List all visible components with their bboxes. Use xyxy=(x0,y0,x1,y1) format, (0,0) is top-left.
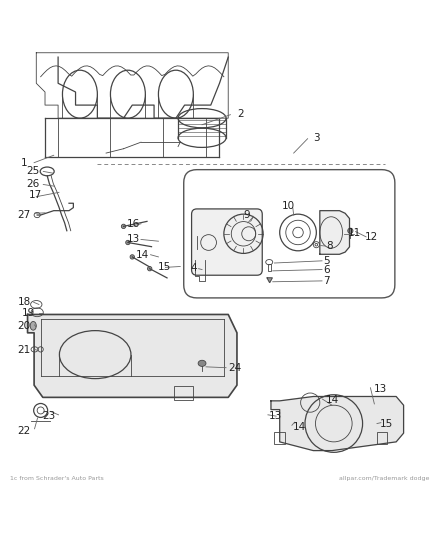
Text: 13: 13 xyxy=(127,235,140,245)
Text: allpar.com/Trademark dodge: allpar.com/Trademark dodge xyxy=(338,476,428,481)
Text: 23: 23 xyxy=(42,411,55,421)
Ellipse shape xyxy=(30,321,36,330)
Polygon shape xyxy=(270,397,403,450)
Text: 12: 12 xyxy=(364,232,377,242)
Text: 27: 27 xyxy=(18,210,31,220)
FancyBboxPatch shape xyxy=(191,209,261,275)
Text: 21: 21 xyxy=(18,345,31,356)
Ellipse shape xyxy=(130,255,134,259)
Text: 8: 8 xyxy=(326,241,332,251)
Text: 10: 10 xyxy=(281,201,294,211)
Text: 25: 25 xyxy=(27,166,40,176)
Polygon shape xyxy=(319,211,349,254)
Bar xyxy=(173,386,193,400)
Text: 4: 4 xyxy=(191,263,197,273)
Text: 13: 13 xyxy=(268,411,281,421)
Text: 1c from Schrader's Auto Parts: 1c from Schrader's Auto Parts xyxy=(10,476,104,481)
Text: 18: 18 xyxy=(18,297,31,307)
Text: 14: 14 xyxy=(325,394,338,405)
Text: 26: 26 xyxy=(27,180,40,190)
Bar xyxy=(267,264,270,271)
Text: 7: 7 xyxy=(323,276,329,286)
Polygon shape xyxy=(28,314,237,398)
Text: 14: 14 xyxy=(292,422,305,432)
Text: 24: 24 xyxy=(228,362,241,373)
Text: 3: 3 xyxy=(312,133,319,143)
Text: 22: 22 xyxy=(18,426,31,436)
Ellipse shape xyxy=(125,240,130,245)
Ellipse shape xyxy=(198,360,205,366)
Text: 16: 16 xyxy=(127,219,140,229)
Ellipse shape xyxy=(121,224,125,229)
Text: 15: 15 xyxy=(378,419,392,430)
Text: 19: 19 xyxy=(22,308,35,318)
Ellipse shape xyxy=(347,228,352,233)
Text: 11: 11 xyxy=(347,228,360,238)
Text: 5: 5 xyxy=(323,256,329,266)
Text: 20: 20 xyxy=(18,321,31,332)
Text: 17: 17 xyxy=(28,190,42,200)
Text: 2: 2 xyxy=(237,109,243,119)
Bar xyxy=(376,432,386,445)
Bar xyxy=(274,432,284,445)
Text: 9: 9 xyxy=(243,210,250,220)
Text: 15: 15 xyxy=(157,262,170,272)
Text: 1: 1 xyxy=(21,158,27,168)
Text: 6: 6 xyxy=(323,264,329,274)
Text: 13: 13 xyxy=(373,384,386,394)
Ellipse shape xyxy=(147,266,152,271)
Polygon shape xyxy=(266,278,272,282)
Text: 14: 14 xyxy=(135,250,148,260)
